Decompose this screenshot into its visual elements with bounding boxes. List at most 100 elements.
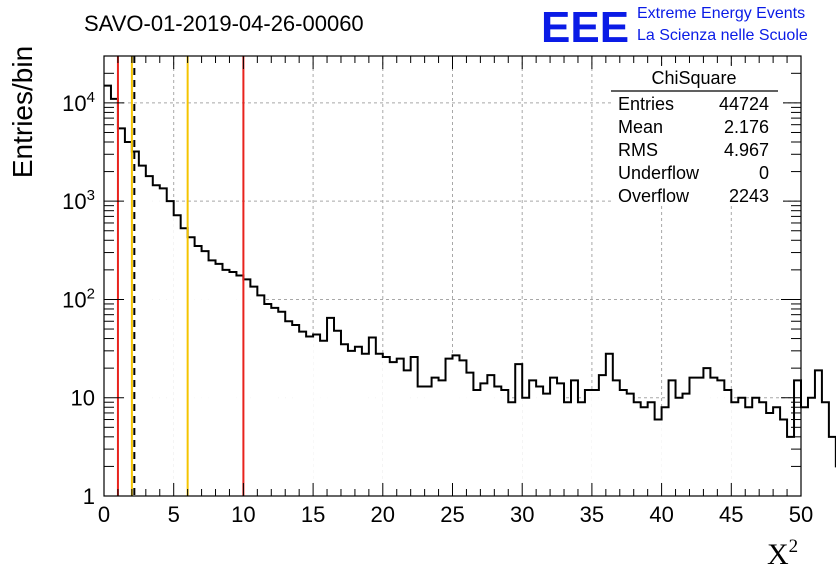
histogram-bin <box>104 85 111 496</box>
histogram-bin <box>361 353 369 496</box>
histogram-bin <box>285 321 293 496</box>
histogram-bin <box>821 402 829 496</box>
x-tick-label: 40 <box>649 502 673 527</box>
x-tick-label: 35 <box>580 502 604 527</box>
histogram-bin <box>570 380 578 496</box>
stats-row-label: RMS <box>618 140 658 160</box>
y-tick-label-exponent: 4 <box>87 89 95 106</box>
histogram-bin <box>320 340 328 496</box>
histogram-bin <box>334 330 341 496</box>
histogram-bin <box>480 383 488 496</box>
histogram-bin <box>557 383 565 496</box>
y-tick-label-exponent: 3 <box>87 187 95 204</box>
chart-title: SAVO-01-2019-04-26-00060 <box>84 11 364 36</box>
y-tick-label-base: 10 <box>62 91 86 116</box>
histogram-bin <box>431 377 439 496</box>
histogram-bin <box>368 337 376 496</box>
histogram-bin <box>222 269 230 496</box>
histogram-bin <box>417 386 425 496</box>
x-tick-label: 5 <box>168 502 180 527</box>
histogram-bin <box>389 362 397 496</box>
histogram-bin <box>710 377 718 496</box>
histogram-bin <box>703 368 711 496</box>
histogram-bin <box>814 370 822 496</box>
stats-box-title: ChiSquare <box>651 68 736 88</box>
histogram-bin <box>145 176 153 496</box>
histogram-bin <box>375 353 383 496</box>
x-tick-label: 10 <box>231 502 255 527</box>
histogram-bin <box>166 201 174 496</box>
histogram-bin <box>473 389 481 496</box>
histogram-bin <box>250 286 258 496</box>
stats-box: ChiSquare Entries 44724 Mean 2.176 RMS 4.967 U… <box>611 66 783 206</box>
histogram-bin <box>410 356 418 496</box>
histogram-bin <box>564 402 571 496</box>
stats-row-label: Mean <box>618 117 663 137</box>
histogram-bin <box>180 228 188 497</box>
y-tick-label: 104 <box>62 89 95 116</box>
stats-row-value: 44724 <box>719 94 769 114</box>
histogram-bin <box>403 370 411 496</box>
histogram-bin <box>807 397 815 496</box>
stats-row-value: 0 <box>759 163 769 183</box>
y-tick-label: 102 <box>62 285 95 312</box>
histogram-bin <box>536 386 544 496</box>
histogram-bin <box>794 380 801 496</box>
histogram-bin <box>264 303 272 496</box>
x-tick-label: 15 <box>301 502 325 527</box>
histogram-bin <box>271 307 279 496</box>
histogram-bin <box>278 311 286 496</box>
histogram-bin <box>577 402 585 496</box>
eee-logo-line2: La Scienza nelle Scuole <box>637 27 808 44</box>
histogram-bin <box>257 295 265 496</box>
stats-row-label: Entries <box>618 94 674 114</box>
x-axis-title-exponent: 2 <box>789 536 799 557</box>
x-axis-title: X2 <box>767 536 798 571</box>
histogram-bars <box>104 84 836 497</box>
histogram-bin <box>529 380 537 496</box>
histogram-bin <box>159 188 167 496</box>
histogram-bin <box>459 360 467 496</box>
histogram-bin <box>117 128 125 496</box>
histogram-bin <box>327 317 335 496</box>
histogram-bin <box>738 397 746 496</box>
histogram-bin <box>668 380 676 496</box>
histogram-bin <box>626 393 634 496</box>
x-tick-label: 20 <box>371 502 395 527</box>
histogram-bin <box>354 346 362 496</box>
stats-row-value: 2.176 <box>724 117 769 137</box>
histogram-bin <box>543 393 551 496</box>
histogram-bin <box>243 279 251 496</box>
stats-row-label: Overflow <box>618 186 690 206</box>
histogram-bin <box>661 407 669 496</box>
y-axis-title: Entries/bin <box>7 46 38 178</box>
histogram-bin <box>689 377 697 496</box>
histogram-outline <box>104 84 836 468</box>
histogram-bin <box>466 372 474 496</box>
histogram-bin <box>515 364 523 496</box>
histogram-bin <box>152 185 160 497</box>
stats-box-frame <box>611 66 783 206</box>
histogram-bin <box>787 436 795 496</box>
x-tick-label: 30 <box>510 502 534 527</box>
histogram-bin <box>340 344 348 496</box>
histogram-bin <box>194 245 202 496</box>
histogram-bin <box>173 215 181 496</box>
x-tick-label: 45 <box>719 502 743 527</box>
histogram-bin <box>299 331 307 496</box>
histogram-bin <box>731 402 739 496</box>
y-tick-label-exponent: 2 <box>87 285 95 302</box>
histogram-bin <box>745 407 753 496</box>
reference-lines <box>116 56 245 496</box>
y-tick-label-base: 10 <box>62 287 86 312</box>
histogram-bin <box>313 334 321 496</box>
histogram-bin <box>654 419 662 496</box>
stats-row-label: Underflow <box>618 163 700 183</box>
histogram-bin <box>675 397 683 496</box>
eee-logo-mark: EEE <box>541 3 629 52</box>
histogram-bin <box>501 389 509 496</box>
histogram-bin <box>598 375 606 496</box>
histogram-bin <box>696 377 704 496</box>
